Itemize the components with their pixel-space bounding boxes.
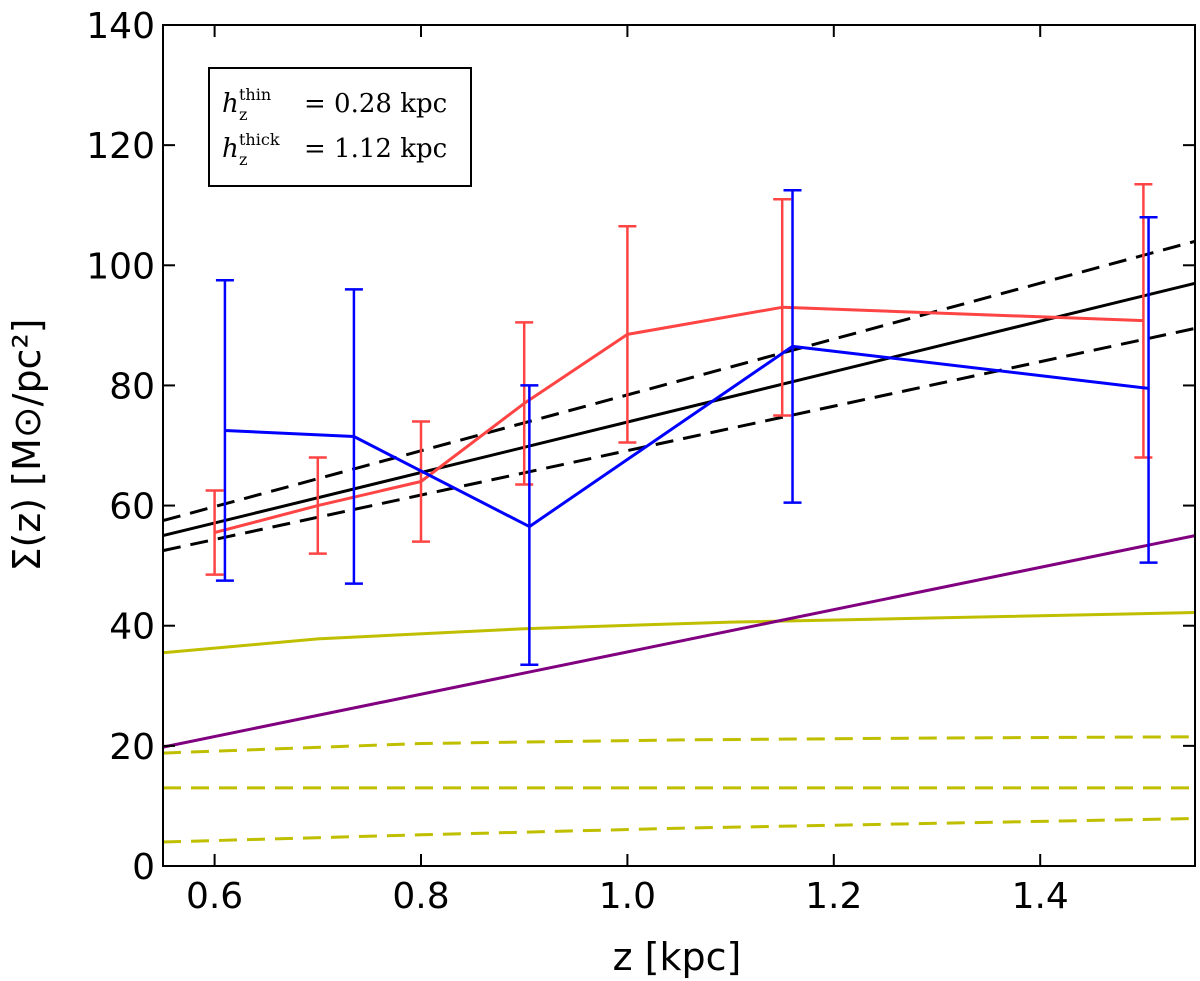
x-tick-label: 1.2 xyxy=(805,876,862,917)
tick-labels: 0.6 0.8 1.0 1.2 1.4 0 20 40 60 80 100 120 140 xyxy=(86,6,1069,917)
plot-frame xyxy=(162,24,1196,867)
series-fit-upper xyxy=(162,239,1196,523)
legend-sub: z xyxy=(239,150,247,169)
x-axis-label: z [kpc] xyxy=(613,935,742,979)
legend-sup: thin xyxy=(239,85,271,104)
legend-line-thick: h thick z = 1.12 kpc xyxy=(222,130,447,169)
plot-lines xyxy=(162,182,1196,844)
series-fit xyxy=(162,281,1196,538)
y-tick-label: 80 xyxy=(109,366,155,407)
series-fit-lower xyxy=(162,326,1196,553)
x-tick-label: 0.6 xyxy=(186,876,243,917)
legend-var: h xyxy=(222,89,239,119)
legend-box xyxy=(208,67,472,187)
series-disk-component-3 xyxy=(162,817,1196,844)
y-tick-label: 40 xyxy=(109,607,155,648)
series-disk-total xyxy=(162,611,1196,655)
legend-value: = 0.28 kpc xyxy=(304,89,447,119)
legend-line-thin: h thin z = 0.28 kpc xyxy=(222,85,447,124)
y-tick-label: 0 xyxy=(132,847,155,888)
series-linear-component xyxy=(162,534,1196,749)
y-axis-label: Σ(z) [M⊙/pc²] xyxy=(5,318,49,571)
axis-ticks xyxy=(163,24,1195,867)
legend-sup: thick xyxy=(239,130,280,149)
y-tick-label: 20 xyxy=(109,727,155,768)
y-tick-label: 100 xyxy=(86,246,155,287)
legend: h thin z = 0.28 kpc h thick z = 1.12 kpc xyxy=(208,67,472,187)
legend-var: h xyxy=(222,134,239,164)
series-disk-component-1 xyxy=(162,735,1196,755)
y-tick-label: 60 xyxy=(109,487,155,528)
x-tick-label: 1.0 xyxy=(599,876,656,917)
x-tick-label: 0.8 xyxy=(392,876,449,917)
legend-value: = 1.12 kpc xyxy=(304,134,447,164)
x-tick-label: 1.4 xyxy=(1012,876,1069,917)
legend-sub: z xyxy=(239,105,247,124)
y-tick-label: 120 xyxy=(86,126,155,167)
y-tick-label: 140 xyxy=(86,6,155,47)
